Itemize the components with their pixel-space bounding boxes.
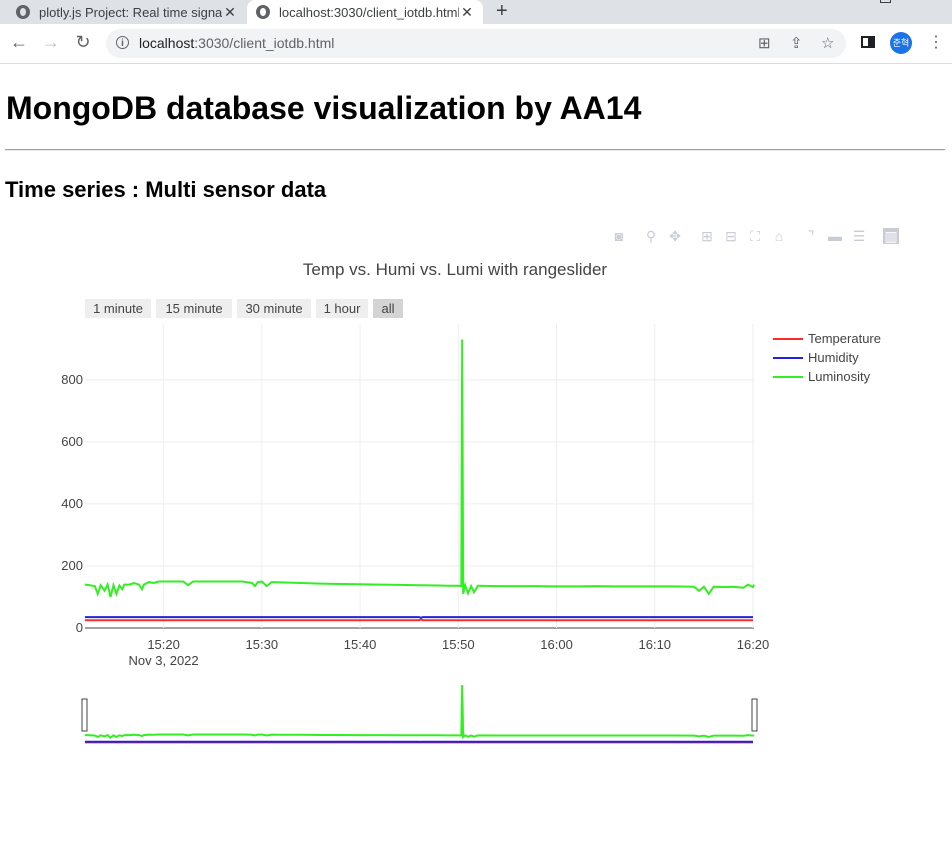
side-panel-icon[interactable] <box>861 36 875 48</box>
url-text[interactable]: localhost:3030/client_iotdb.html <box>139 35 334 51</box>
x-tick-label: 16:10 <box>639 637 672 652</box>
section-subtitle: Time series : Multi sensor data <box>5 177 327 202</box>
range-button-label: 1 hour <box>324 301 362 316</box>
new-tab-button[interactable]: + <box>496 0 508 22</box>
x-tick-label: 15:20 <box>147 637 180 652</box>
divider <box>5 149 945 151</box>
close-icon[interactable]: ✕ <box>224 3 236 20</box>
series-line-humidity <box>85 616 753 619</box>
url-path: :3030/client_iotdb.html <box>194 35 335 51</box>
plotly-chart: Temp vs. Humi vs. Lumi with rangeslider … <box>61 260 881 744</box>
globe-icon <box>256 5 270 19</box>
share-icon[interactable]: ⇪ <box>790 35 803 52</box>
range-selector: 1 minute 15 minute 30 minute 1 hour all <box>85 299 403 318</box>
reload-button[interactable]: ↻ <box>75 32 91 52</box>
range-slider[interactable] <box>81 685 758 744</box>
tab-title: localhost:3030/client_iotdb.html <box>279 4 459 20</box>
y-tick-label: 0 <box>76 620 83 635</box>
y-axis-ticks: 0 200 400 600 800 <box>61 372 83 635</box>
info-icon[interactable]: i <box>116 36 129 49</box>
globe-icon <box>16 5 30 19</box>
y-tick-label: 400 <box>61 496 83 511</box>
rangeslider-line-luminosity <box>84 685 755 740</box>
x-tick-label: 15:50 <box>442 637 475 652</box>
legend: Temperature Humidity Luminosity <box>773 331 881 384</box>
address-bar[interactable]: i localhost:3030/client_iotdb.html ⊞ ⇪ ☆ <box>106 29 846 58</box>
x-tick-date: Nov 3, 2022 <box>129 653 199 668</box>
page-title: MongoDB database visualization by AA14 <box>6 90 642 126</box>
range-button-all[interactable]: all <box>373 299 403 318</box>
url-host: localhost <box>139 35 195 51</box>
hover-closest-icon[interactable]: ▬ <box>828 228 842 244</box>
x-tick-label: 15:40 <box>344 637 377 652</box>
range-button-label: 15 minute <box>165 301 222 316</box>
tab-title: plotly.js Project: Real time signal <box>39 4 222 20</box>
spike-lines-icon[interactable]: ⌝ <box>807 228 815 244</box>
x-tick-label: 16:00 <box>540 637 573 652</box>
tab-plotly-project[interactable]: plotly.js Project: Real time signal ✕ <box>0 0 246 24</box>
legend-label-luminosity: Luminosity <box>808 369 871 384</box>
chart-title: Temp vs. Humi vs. Lumi with rangeslider <box>303 260 608 279</box>
range-button-1-hour[interactable]: 1 hour <box>316 299 368 318</box>
x-tick-label: 16:20 <box>737 637 770 652</box>
tab-strip: plotly.js Project: Real time signal ✕ lo… <box>0 0 952 24</box>
autoscale-icon[interactable]: ⛶ <box>750 228 760 244</box>
camera-icon[interactable]: ◙ <box>614 228 624 244</box>
rangeslider-handle-left[interactable] <box>81 698 88 732</box>
range-button-label: 30 minute <box>245 301 302 316</box>
range-button-label: 1 minute <box>93 301 143 316</box>
range-button-label: all <box>381 301 394 316</box>
tab-client-iotdb[interactable]: localhost:3030/client_iotdb.html ✕ <box>247 0 483 24</box>
pan-icon[interactable]: ✥ <box>669 228 681 244</box>
y-tick-label: 600 <box>61 434 83 449</box>
range-button-15-minute[interactable]: 15 minute <box>156 299 232 318</box>
rangeslider-handle-right[interactable] <box>751 698 758 732</box>
zoom-icon[interactable]: ⚲ <box>645 228 657 244</box>
range-button-bg <box>156 299 232 318</box>
range-button-bg <box>237 299 311 318</box>
browser-toolbar: ← → ↻ i localhost:3030/client_iotdb.html… <box>0 24 952 64</box>
back-button[interactable]: ← <box>10 32 28 52</box>
range-button-bg <box>316 299 368 318</box>
legend-label-humidity: Humidity <box>808 350 859 365</box>
maximize-icon[interactable] <box>880 0 891 3</box>
plot-series <box>84 339 755 622</box>
series-line-luminosity <box>84 339 755 598</box>
translate-icon[interactable]: ⊞ <box>758 35 771 52</box>
plotly-logo-icon[interactable]: ▥ <box>883 228 899 244</box>
range-button-30-minute[interactable]: 30 minute <box>237 299 311 318</box>
y-tick-label: 800 <box>61 372 83 387</box>
profile-avatar[interactable]: 준혁 <box>890 32 912 54</box>
range-button-1-minute[interactable]: 1 minute <box>85 299 151 318</box>
zoom-in-icon[interactable]: ⊞ <box>701 228 713 244</box>
forward-button[interactable]: → <box>42 32 60 52</box>
series-line-temperature <box>85 618 753 622</box>
close-icon[interactable]: ✕ <box>461 3 473 20</box>
range-button-bg <box>85 299 151 318</box>
zoom-out-icon[interactable]: ⊟ <box>725 228 737 244</box>
legend-label-temperature: Temperature <box>808 331 881 346</box>
x-tick-label: 15:30 <box>246 637 279 652</box>
bookmark-star-icon[interactable]: ☆ <box>821 35 835 52</box>
hover-compare-icon[interactable]: ☰ <box>852 228 866 244</box>
reset-axes-icon[interactable]: ⌂ <box>774 228 784 244</box>
gridlines <box>85 324 754 629</box>
range-button-bg <box>373 299 403 318</box>
y-tick-label: 200 <box>61 558 83 573</box>
menu-icon[interactable]: ⋮ <box>928 34 944 51</box>
